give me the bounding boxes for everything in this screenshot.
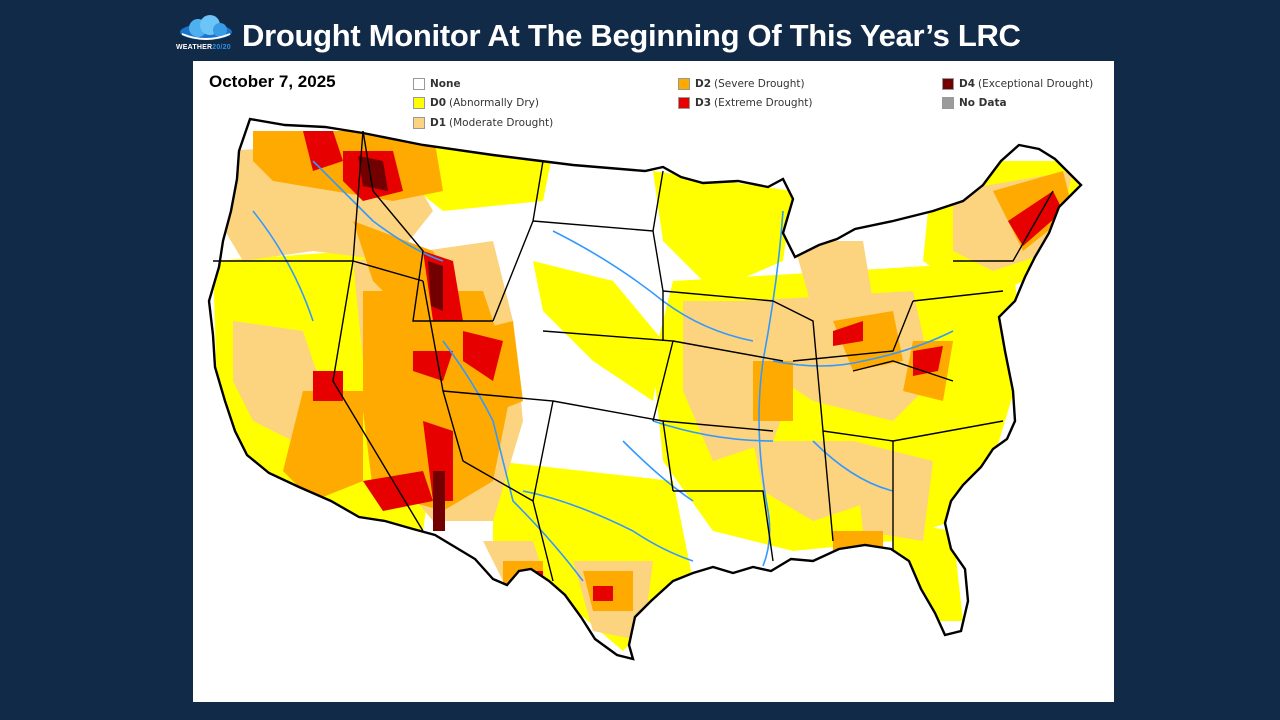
- legend-item-d4: D4 (Exceptional Drought): [942, 78, 1093, 90]
- legend-swatch: [678, 78, 690, 90]
- map-date: October 7, 2025: [209, 72, 336, 91]
- river-line: [622, 440, 694, 502]
- legend-swatch: [942, 78, 954, 90]
- cloud-icon: [180, 15, 232, 40]
- slide-title: Drought Monitor At The Beginning Of This…: [242, 18, 1021, 53]
- rivers: [252, 160, 954, 582]
- river-line: [252, 210, 314, 322]
- legend-item-none: None: [413, 78, 464, 90]
- river-line: [758, 210, 784, 567]
- legend-swatch: [413, 78, 425, 90]
- legend-swatch: [942, 97, 954, 109]
- drought-map-panel: October 7, 2025 None D0 (Abnormally Dry)…: [193, 61, 1114, 702]
- state-border: [673, 490, 774, 562]
- river-line: [312, 160, 444, 262]
- state-border: [892, 420, 1004, 442]
- drought-areas: [209, 119, 1081, 659]
- state-border: [662, 420, 774, 432]
- state-border: [672, 340, 784, 362]
- river-line: [652, 420, 774, 442]
- state-border: [792, 300, 914, 362]
- state-border: [953, 190, 1054, 262]
- state-border: [852, 360, 954, 382]
- legend-swatch: [413, 117, 425, 129]
- legend-item-d0: D0 (Abnormally Dry): [413, 97, 539, 109]
- state-border: [772, 300, 894, 442]
- state-border: [662, 290, 774, 302]
- legend-swatch: [678, 97, 690, 109]
- river-line: [442, 340, 584, 582]
- state-border: [462, 460, 554, 582]
- slide-header: WEATHER20/20 Drought Monitor At The Begi…: [0, 0, 1280, 60]
- state-border: [332, 260, 424, 532]
- drought-map: [207, 117, 1083, 661]
- legend-item-d2: D2 (Severe Drought): [678, 78, 805, 90]
- d4-exceptional-drought-areas: [358, 156, 445, 531]
- logo-text: WEATHER20/20: [176, 44, 231, 51]
- state-border: [912, 290, 1004, 302]
- legend-item-d1: D1 (Moderate Drought): [413, 117, 553, 129]
- weather-2020-logo: WEATHER20/20: [176, 14, 240, 54]
- state-border: [352, 130, 364, 262]
- river-line: [772, 330, 954, 367]
- river-line: [812, 440, 894, 492]
- legend-item-no-data: No Data: [942, 97, 1010, 109]
- legend-swatch: [413, 97, 425, 109]
- state-border: [362, 130, 493, 322]
- river-line: [522, 490, 694, 562]
- state-border: [822, 430, 834, 542]
- legend-item-d3: D3 (Extreme Drought): [678, 97, 812, 109]
- state-borders: [213, 130, 1054, 582]
